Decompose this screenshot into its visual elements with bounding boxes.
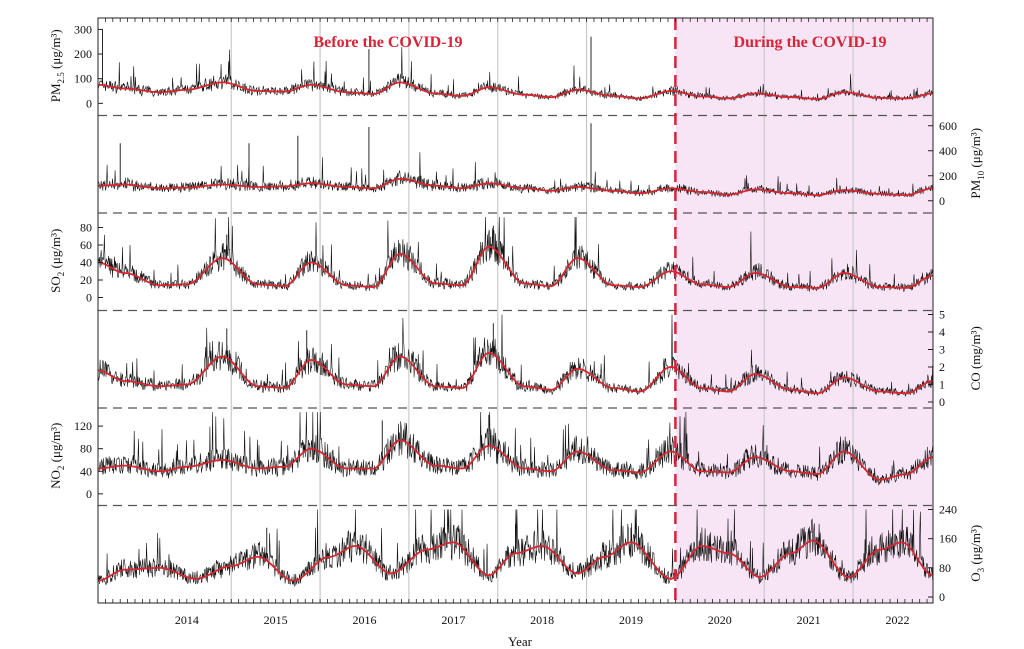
pm25-ylabel-main: PM — [48, 83, 63, 102]
x-tick-label-2016: 2016 — [352, 613, 376, 627]
x-tick-label-2015: 2015 — [264, 613, 288, 627]
panel-co: 0 1 2 3 4 5 CO (mg/m³) — [97, 308, 983, 409]
no2-ylabel-main: NO — [48, 470, 63, 489]
co-trend-line — [98, 352, 933, 395]
o3-tick-label: 80 — [939, 561, 951, 575]
so2-tick-label: 80 — [80, 221, 92, 235]
pm25-tick-label: 100 — [74, 72, 92, 86]
panel-pm10: 0 200 400 600 PM10 (μg/m³) — [97, 119, 986, 214]
o3-ylabel-subscript: 3 — [976, 567, 986, 572]
x-tick-label-2018: 2018 — [530, 613, 554, 627]
co-y-axis-title: CO (mg/m³) — [968, 326, 983, 390]
pm25-tick-label: 200 — [74, 47, 92, 61]
o3-ylabel-main: O — [968, 572, 983, 581]
so2-raw-series — [97, 216, 933, 292]
during-covid-label: During the COVID-19 — [734, 34, 887, 51]
panel-no2: 0 40 80 120 NO2 (μg/m³) — [48, 411, 933, 507]
no2-tick-label: 0 — [86, 487, 92, 501]
pm25-y-axis-title: PM2.5 (μg/m³) — [48, 29, 66, 102]
pm25-tick-label: 0 — [86, 96, 92, 110]
so2-ylabel-subscript: 2 — [56, 272, 66, 277]
pm10-raw-series — [97, 152, 933, 198]
o3-tick-label: 240 — [939, 503, 957, 517]
x-axis: 2014 2015 2016 2017 2018 2019 2020 2021 2022 — [97, 18, 928, 627]
so2-tick-label: 0 — [86, 291, 92, 305]
panel-so2: 0 20 40 60 80 SO2 (μg/m³) — [48, 216, 934, 312]
so2-y-axis-title: SO2 (μg/m³) — [48, 229, 66, 293]
no2-ylabel-unit: (μg/m³) — [48, 423, 63, 466]
so2-tick-label: 60 — [80, 238, 92, 252]
o3-y-axis-title: O3 (μg/m³) — [968, 525, 986, 582]
before-covid-label: Before the COVID-19 — [313, 34, 462, 51]
so2-trend-line — [98, 245, 934, 289]
o3-ylabel-unit: (μg/m³) — [968, 525, 983, 568]
no2-trend-line — [97, 439, 933, 481]
co-tick-label: 4 — [939, 325, 945, 339]
co-ylabel-main: CO — [968, 372, 983, 390]
co-tick-label: 2 — [939, 360, 945, 374]
co-raw-series — [97, 314, 933, 397]
pm25-trend-line — [98, 81, 933, 100]
x-tick-label-2017: 2017 — [441, 613, 465, 627]
x-tick-label-2019: 2019 — [619, 613, 643, 627]
x-tick-label-2020: 2020 — [708, 613, 732, 627]
no2-ylabel-subscript: 2 — [56, 466, 66, 471]
plot-frame — [97, 17, 934, 604]
x-tick-label-2014: 2014 — [175, 613, 199, 627]
pm10-y-axis-title: PM10 (μg/m³) — [968, 128, 986, 199]
co-ylabel-unit: (mg/m³) — [968, 326, 983, 372]
panel-pm25: 0 100 200 300 PM2.5 (μg/m³) — [48, 22, 933, 117]
o3-tick-label: 0 — [939, 590, 945, 604]
pm25-ylabel-subscript: 2.5 — [56, 72, 66, 84]
o3-trend-line — [98, 539, 934, 582]
pm25-tick-label: 300 — [74, 22, 92, 36]
pm10-tick-label: 200 — [939, 169, 957, 183]
no2-tick-label: 80 — [80, 442, 92, 456]
pm10-tick-label: 400 — [939, 144, 957, 158]
so2-ylabel-unit: (μg/m³) — [48, 229, 63, 272]
no2-y-axis-title: NO2 (μg/m³) — [48, 423, 66, 489]
co-tick-label: 3 — [939, 343, 945, 357]
pm10-ylabel-unit: (μg/m³) — [968, 128, 983, 171]
co-tick-label: 0 — [939, 395, 945, 409]
no2-tick-label: 120 — [74, 419, 92, 433]
co-tick-label: 5 — [939, 308, 945, 322]
no2-tick-label: 40 — [80, 464, 92, 478]
x-tick-label-2021: 2021 — [797, 613, 821, 627]
so2-tick-label: 40 — [80, 256, 92, 270]
pm10-tick-label: 600 — [939, 119, 957, 133]
so2-ylabel-main: SO — [48, 276, 63, 293]
o3-tick-label: 160 — [939, 532, 957, 546]
x-tick-label-2022: 2022 — [885, 613, 909, 627]
pm10-ylabel-main: PM — [968, 179, 983, 198]
so2-tick-label: 20 — [80, 273, 92, 287]
panel-o3: 0 80 160 240 O3 (μg/m³) — [97, 503, 986, 604]
x-axis-title: Year — [508, 634, 533, 649]
pm25-ylabel-unit: (μg/m³) — [48, 29, 63, 72]
pm10-ylabel-subscript: 10 — [976, 170, 986, 180]
pm10-tick-label: 0 — [939, 194, 945, 208]
pm10-trend-line — [97, 178, 933, 196]
co-tick-label: 1 — [939, 378, 945, 392]
